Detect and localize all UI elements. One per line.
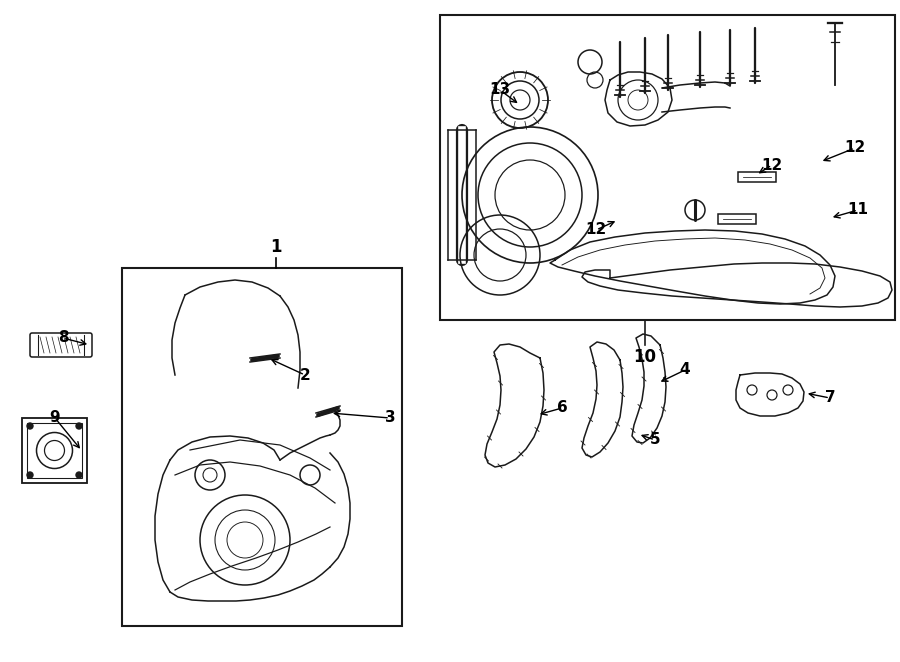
Bar (440, 15, 895, 320)
Text: 11: 11 (848, 203, 868, 218)
Text: 10: 10 (634, 348, 656, 366)
Bar (22, 418, 87, 483)
Text: 6: 6 (556, 401, 567, 416)
Bar (718, 214, 756, 224)
Text: 4: 4 (680, 363, 690, 377)
Text: 9: 9 (50, 410, 60, 426)
Text: 5: 5 (650, 432, 661, 448)
Text: 8: 8 (58, 330, 68, 346)
Bar (122, 268, 402, 626)
Text: 12: 12 (585, 222, 607, 238)
Text: 3: 3 (384, 410, 395, 426)
Bar (27, 423, 82, 478)
Circle shape (27, 472, 33, 478)
Text: 12: 12 (844, 140, 866, 156)
Text: 12: 12 (761, 158, 783, 173)
Circle shape (76, 423, 82, 429)
Text: 2: 2 (300, 367, 310, 383)
Text: 13: 13 (490, 83, 510, 97)
Text: 7: 7 (824, 391, 835, 406)
FancyBboxPatch shape (30, 333, 92, 357)
Bar (738, 172, 776, 182)
Circle shape (76, 472, 82, 478)
Text: 1: 1 (270, 238, 282, 256)
Circle shape (27, 423, 33, 429)
